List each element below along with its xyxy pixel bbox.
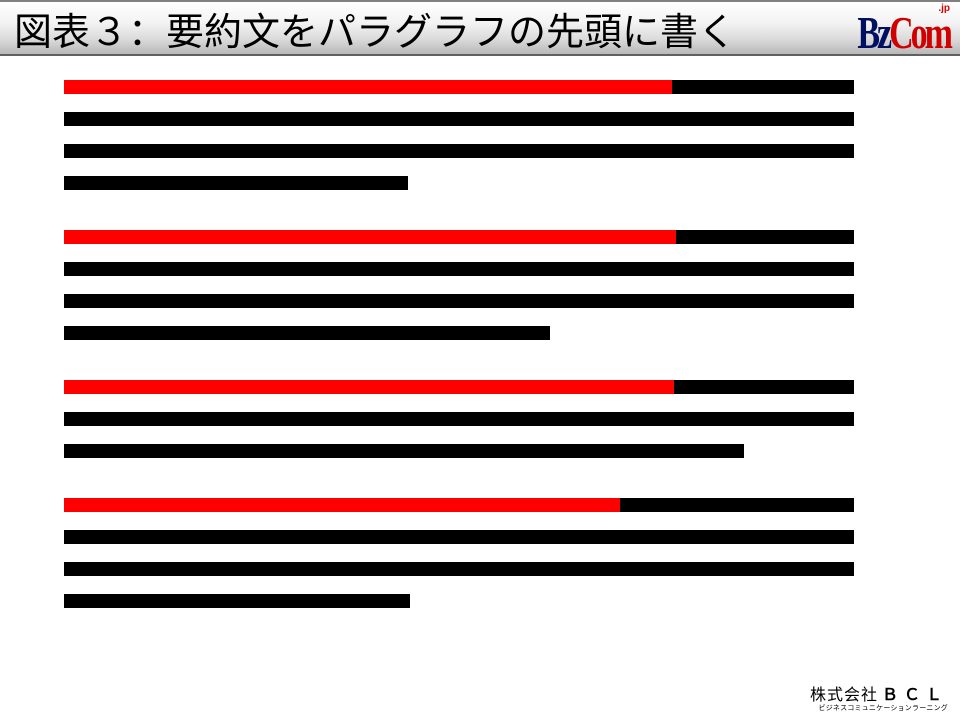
text-line <box>64 444 896 458</box>
text-line <box>64 326 896 340</box>
text-line <box>64 230 896 244</box>
body-segment <box>64 176 408 190</box>
body-segment <box>64 594 410 608</box>
body-segment <box>64 444 744 458</box>
body-segment <box>64 112 854 126</box>
text-line <box>64 562 896 576</box>
text-line <box>64 80 896 94</box>
summary-segment <box>64 498 620 512</box>
text-line <box>64 498 896 512</box>
text-line <box>64 530 896 544</box>
body-segment <box>620 498 854 512</box>
paragraph-diagram <box>0 56 960 618</box>
body-segment <box>64 262 854 276</box>
text-line <box>64 380 896 394</box>
logo-part-b: Com <box>889 9 950 59</box>
text-line <box>64 412 896 426</box>
logo-part-a: Bz <box>857 9 889 59</box>
text-line <box>64 112 896 126</box>
body-segment <box>64 294 854 308</box>
body-segment <box>672 80 854 94</box>
footer-tagline: ビジネスコミュニケーションラーニング <box>810 705 948 712</box>
footer-company: 株式会社ＢＣＬ <box>810 681 948 705</box>
text-line <box>64 262 896 276</box>
body-segment <box>64 326 550 340</box>
bzcom-logo: .jp BzCom <box>857 4 950 45</box>
summary-segment <box>64 80 672 94</box>
body-segment <box>64 530 854 544</box>
summary-segment <box>64 380 674 394</box>
paragraph-block <box>64 80 896 190</box>
paragraph-block <box>64 498 896 608</box>
summary-segment <box>64 230 676 244</box>
body-segment <box>676 230 854 244</box>
text-line <box>64 176 896 190</box>
text-line <box>64 144 896 158</box>
text-line <box>64 294 896 308</box>
slide-footer: 株式会社ＢＣＬ ビジネスコミュニケーションラーニング <box>810 681 948 712</box>
footer-company-prefix: 株式会社 <box>810 687 878 704</box>
footer-company-name: ＢＣＬ <box>882 687 948 704</box>
slide-title: 図表３：要約文をパラグラフの先頭に書く <box>14 1 736 56</box>
body-segment <box>674 380 854 394</box>
slide-header: 図表３：要約文をパラグラフの先頭に書く .jp BzCom <box>0 0 960 56</box>
paragraph-block <box>64 230 896 340</box>
text-line <box>64 594 896 608</box>
paragraph-block <box>64 380 896 458</box>
logo-text: BzCom <box>857 14 950 55</box>
body-segment <box>64 144 854 158</box>
body-segment <box>64 412 854 426</box>
body-segment <box>64 562 854 576</box>
